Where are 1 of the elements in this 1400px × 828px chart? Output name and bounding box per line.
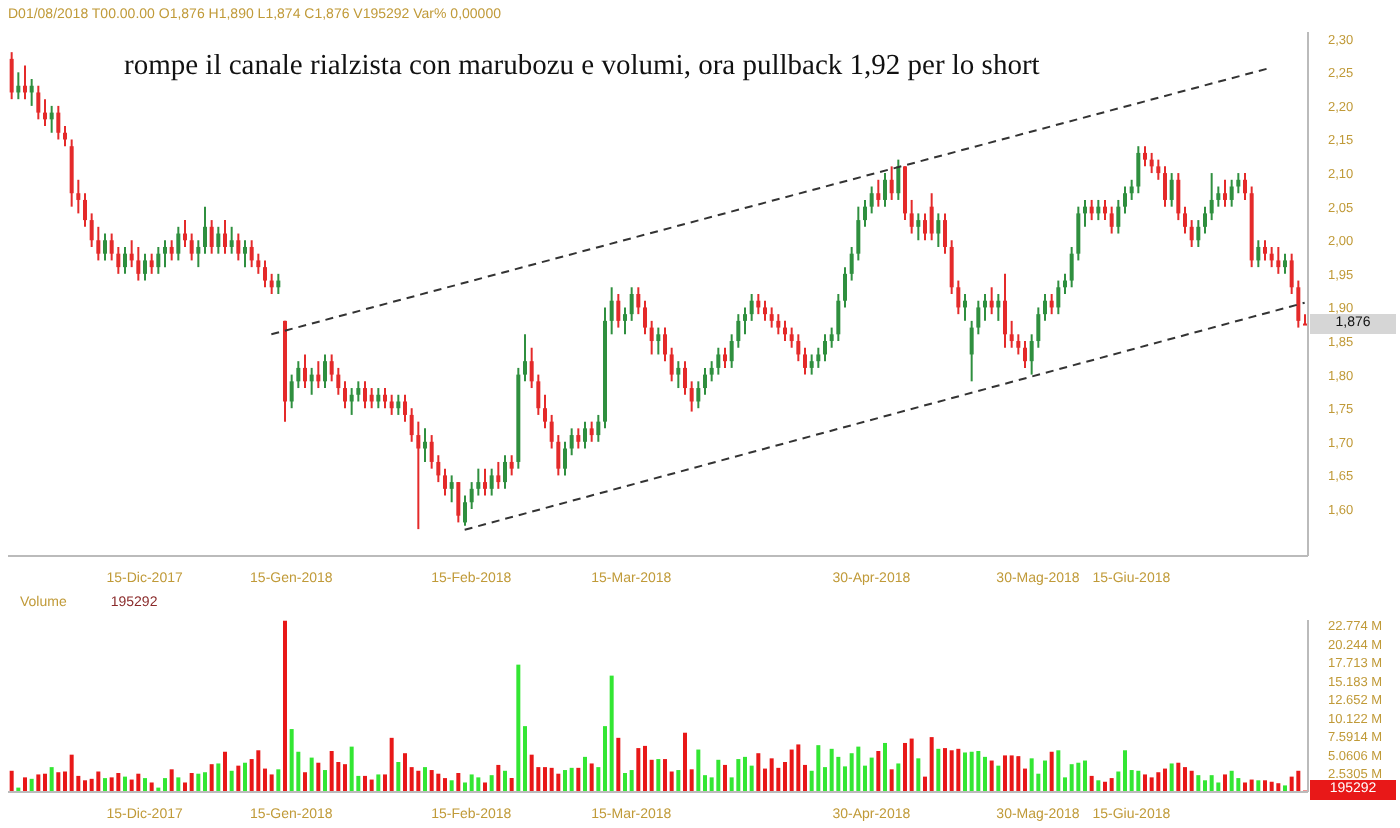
text: rompe il canale rialzista con marubozu e volumi, ora pullback 1,92 per lo short [124,50,1040,84]
